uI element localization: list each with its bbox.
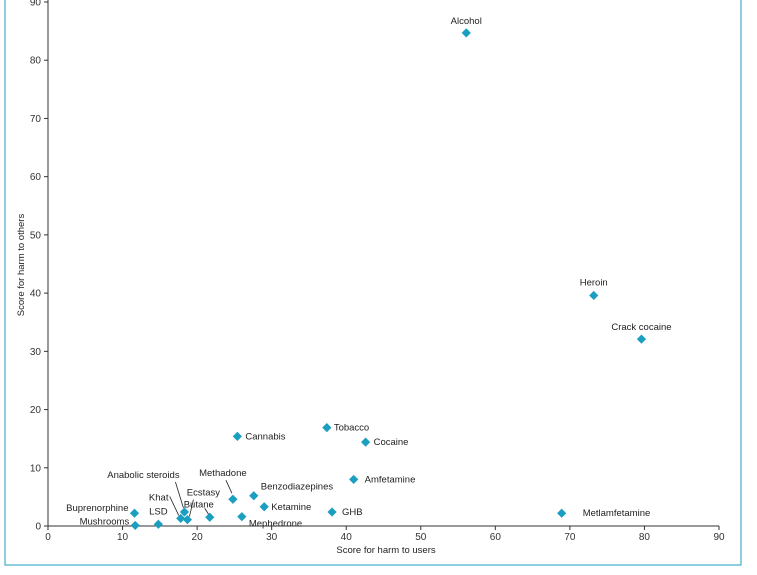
x-tick-label: 90 xyxy=(713,532,725,543)
point-label: Cannabis xyxy=(245,431,285,442)
data-point xyxy=(259,502,269,512)
data-point xyxy=(130,520,140,531)
x-tick-label: 30 xyxy=(266,532,278,543)
point-label: Heroin xyxy=(580,277,608,288)
x-tick-label: 10 xyxy=(117,532,129,543)
data-point xyxy=(322,423,332,433)
point-label: Butane xyxy=(184,499,214,510)
y-axis-label: Score for harm to others xyxy=(16,214,27,317)
data-point xyxy=(176,513,186,524)
data-point xyxy=(557,508,567,518)
y-tick-label: 0 xyxy=(35,522,41,533)
point-label: Benzodiazepines xyxy=(261,482,334,493)
axes xyxy=(44,0,720,530)
x-tick-label: 70 xyxy=(564,532,576,543)
point-label: Ketamine xyxy=(271,502,311,513)
data-point xyxy=(349,474,359,485)
data-point xyxy=(589,290,599,301)
point-label: Alcohol xyxy=(451,16,482,27)
y-tick-label: 20 xyxy=(30,405,42,416)
point-label: Cocaine xyxy=(374,437,409,448)
leader-line xyxy=(169,496,180,516)
y-tick-label: 30 xyxy=(30,347,42,358)
x-axis-label: Score for harm to users xyxy=(336,545,436,556)
point-label: Tobacco xyxy=(334,423,369,434)
data-point xyxy=(179,507,190,517)
data-point xyxy=(327,507,337,517)
x-tick-label: 0 xyxy=(45,532,51,543)
data-point xyxy=(237,512,247,522)
x-tick-label: 50 xyxy=(415,532,427,543)
y-tick-label: 70 xyxy=(30,114,42,125)
point-label: Ecstasy xyxy=(187,488,221,499)
point-label: Metlamfetamine xyxy=(583,508,651,519)
point-label: Crack cocaine xyxy=(611,322,671,333)
point-labels: Alcohol Heroin Crack cocaine Tobacco Cocaine… xyxy=(66,16,671,530)
y-tick-labels: 0 10 20 30 40 50 60 70 80 90 xyxy=(30,0,42,533)
leader-line xyxy=(175,481,184,509)
data-point xyxy=(182,514,193,525)
y-tick-label: 40 xyxy=(30,289,42,300)
data-point xyxy=(361,437,371,447)
data-points xyxy=(129,28,647,531)
point-label: Methadone xyxy=(199,468,247,479)
data-point xyxy=(249,491,259,501)
data-point xyxy=(636,334,647,344)
point-label: Mephedrone xyxy=(249,519,302,530)
x-tick-label: 20 xyxy=(192,532,204,543)
data-point xyxy=(153,519,163,529)
y-tick-label: 60 xyxy=(30,172,42,183)
data-point xyxy=(232,431,242,441)
point-label: LSD xyxy=(149,506,168,517)
data-point xyxy=(205,512,215,522)
x-tick-label: 80 xyxy=(639,532,651,543)
chart-frame xyxy=(4,0,742,566)
data-point xyxy=(228,494,238,504)
point-label: Mushrooms xyxy=(80,516,130,527)
data-point xyxy=(461,28,471,38)
point-label: GHB xyxy=(342,507,363,518)
y-tick-label: 50 xyxy=(30,230,42,241)
y-tick-label: 90 xyxy=(30,0,42,9)
point-label: Buprenorphine xyxy=(66,503,128,514)
data-point xyxy=(129,508,140,518)
x-tick-labels: 0 10 20 30 40 50 60 70 80 90 xyxy=(45,532,725,543)
leader-line xyxy=(189,499,194,517)
point-label: Amfetamine xyxy=(365,474,416,485)
x-tick-label: 40 xyxy=(341,532,353,543)
point-label: Anabolic steroids xyxy=(107,470,180,481)
y-tick-label: 10 xyxy=(30,463,42,474)
point-label: Khat xyxy=(149,492,169,503)
y-tick-label: 80 xyxy=(30,56,42,67)
leader-line xyxy=(225,480,233,494)
x-tick-label: 60 xyxy=(490,532,502,543)
